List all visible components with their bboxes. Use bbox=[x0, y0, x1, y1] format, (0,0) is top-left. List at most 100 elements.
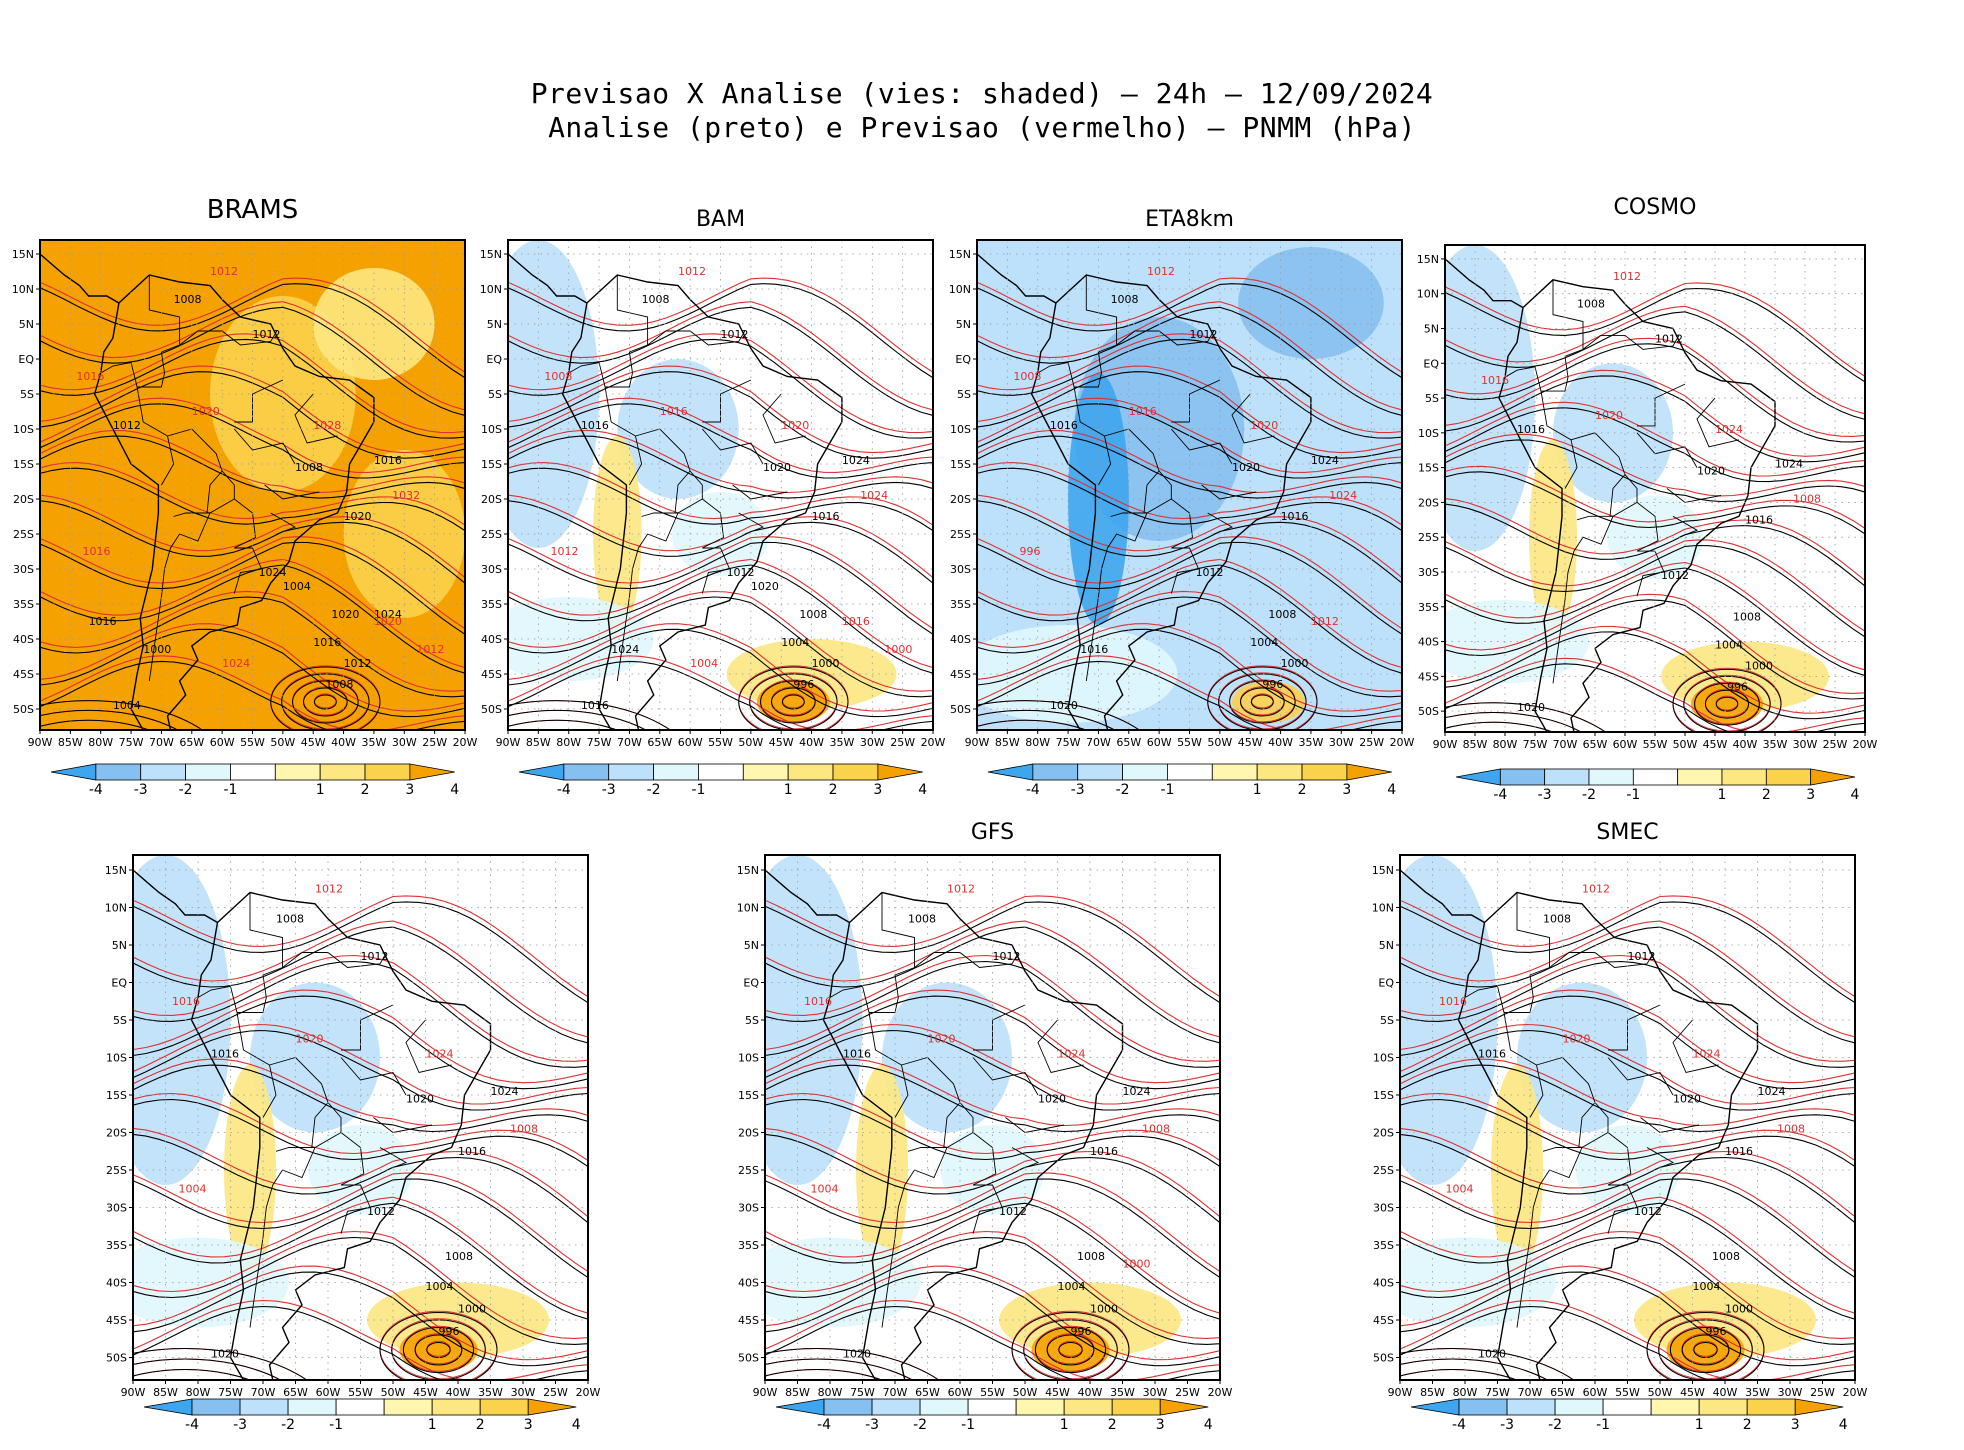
contour-label-analysis: 1004 bbox=[1715, 639, 1743, 652]
lat-tick-label: 50S bbox=[1418, 705, 1439, 718]
colorbar-arrow-high bbox=[878, 764, 923, 780]
lon-tick-label: 75W bbox=[119, 736, 144, 749]
lon-tick-label: 50W bbox=[1207, 736, 1232, 749]
colorbar-label: 1 bbox=[428, 1417, 437, 1433]
lat-tick-label: 25S bbox=[1373, 1164, 1394, 1177]
panel-title: COSMO bbox=[1445, 195, 1865, 220]
contour-label-analysis: 1004 bbox=[781, 636, 809, 649]
contour-label-analysis: 1012 bbox=[1196, 566, 1224, 579]
contour-label-analysis: 1016 bbox=[374, 454, 402, 467]
colorbar-arrow-high bbox=[529, 1399, 577, 1415]
lat-tick-label: 50S bbox=[738, 1352, 759, 1365]
contour-label-analysis: 996 bbox=[1071, 1325, 1092, 1338]
colorbar-segment bbox=[230, 764, 275, 780]
lon-tick-label: 80W bbox=[88, 736, 113, 749]
contour-label-analysis: 1000 bbox=[458, 1303, 486, 1316]
lon-tick-label: 80W bbox=[1493, 738, 1518, 751]
colorbar-arrow-low bbox=[519, 764, 564, 780]
colorbar-label: 3 bbox=[1791, 1417, 1800, 1433]
lat-tick-label: 20S bbox=[481, 493, 502, 506]
contour-label-analysis: 1024 bbox=[842, 454, 870, 467]
lat-tick-label: EQ bbox=[1423, 357, 1439, 370]
lat-tick-label: 10S bbox=[738, 1052, 759, 1065]
lat-tick-label: 15N bbox=[737, 864, 759, 877]
contour-label-analysis: 996 bbox=[793, 678, 814, 691]
lat-tick-label: 45S bbox=[13, 668, 34, 681]
lon-tick-label: 90W bbox=[28, 736, 53, 749]
contour-label-analysis: 1016 bbox=[1050, 419, 1078, 432]
lat-tick-label: 20S bbox=[1373, 1127, 1394, 1140]
lat-tick-label: 15S bbox=[1373, 1089, 1394, 1102]
colorbar-label: -4 bbox=[1026, 782, 1040, 798]
contour-label-forecast: 1008 bbox=[1777, 1123, 1805, 1136]
contour-label-forecast: 1024 bbox=[1058, 1048, 1086, 1061]
colorbar-segment bbox=[95, 764, 140, 780]
colorbar-segment bbox=[1122, 764, 1167, 780]
colorbar-segment bbox=[1459, 1399, 1507, 1415]
colorbar-segment bbox=[1077, 764, 1122, 780]
lat-tick-label: 15N bbox=[105, 864, 127, 877]
contour-label-analysis: 1004 bbox=[113, 699, 141, 712]
panel-title: GFS bbox=[765, 820, 1220, 845]
lat-tick-label: 45S bbox=[1373, 1314, 1394, 1327]
lon-tick-label: 65W bbox=[179, 736, 204, 749]
lon-tick-label: 55W bbox=[240, 736, 265, 749]
contour-label-analysis: 1012 bbox=[993, 950, 1021, 963]
lon-tick-label: 50W bbox=[738, 736, 763, 749]
colorbar-label: 4 bbox=[572, 1417, 581, 1433]
contour-label-analysis: 1004 bbox=[283, 580, 311, 593]
lat-tick-label: 5N bbox=[956, 318, 971, 331]
colorbar-segment bbox=[920, 1399, 968, 1415]
contour-label-analysis: 1012 bbox=[999, 1205, 1027, 1218]
contour-label-analysis: 1016 bbox=[581, 699, 609, 712]
colorbar-label: -1 bbox=[1597, 1417, 1611, 1433]
lon-tick-label: 75W bbox=[1056, 736, 1081, 749]
contour-label-analysis: 1012 bbox=[361, 950, 389, 963]
lon-tick-label: 35W bbox=[361, 736, 386, 749]
contour-label-forecast: 1016 bbox=[83, 545, 111, 558]
colorbar-arrow-high bbox=[1796, 1399, 1844, 1415]
lon-tick-label: 50W bbox=[1673, 738, 1698, 751]
colorbar-label: -2 bbox=[646, 782, 660, 798]
contour-label-analysis: 1020 bbox=[1232, 461, 1260, 474]
colorbar-segment bbox=[833, 764, 878, 780]
colorbar-segment bbox=[481, 1399, 529, 1415]
contour-label-analysis: 1008 bbox=[174, 293, 202, 306]
contour-label-forecast: 1012 bbox=[315, 883, 343, 896]
contour-label-analysis: 1020 bbox=[1478, 1348, 1506, 1361]
contour-label-analysis: 1000 bbox=[1090, 1303, 1118, 1316]
lat-tick-label: 5N bbox=[744, 939, 759, 952]
colorbar-label: 2 bbox=[1108, 1417, 1117, 1433]
lon-tick-label: 55W bbox=[708, 736, 733, 749]
bias-patch bbox=[672, 492, 769, 576]
lat-tick-label: 35S bbox=[1418, 601, 1439, 614]
contour-label-analysis: 1016 bbox=[89, 615, 117, 628]
lat-tick-label: EQ bbox=[1378, 977, 1394, 990]
colorbar-segment bbox=[653, 764, 698, 780]
colorbar-arrow-low bbox=[1456, 769, 1500, 785]
contour-label-forecast: 1016 bbox=[660, 405, 688, 418]
contour-label-forecast: 1012 bbox=[1582, 883, 1610, 896]
colorbar-label: 4 bbox=[1850, 787, 1859, 803]
lat-tick-label: 10N bbox=[1417, 288, 1439, 301]
colorbar-label: -4 bbox=[1493, 787, 1507, 803]
contour-label-analysis: 1024 bbox=[259, 566, 287, 579]
lat-tick-label: 35S bbox=[738, 1239, 759, 1252]
bias-patch bbox=[1238, 247, 1384, 359]
colorbar-segment bbox=[1507, 1399, 1555, 1415]
map-panel: 1008101210121008101610201024102010161012… bbox=[0, 230, 480, 800]
colorbar-label: 2 bbox=[1297, 782, 1306, 798]
lon-tick-label: 70W bbox=[149, 736, 174, 749]
contour-label-analysis: 1020 bbox=[751, 580, 779, 593]
colorbar-segment bbox=[1257, 764, 1302, 780]
colorbar-label: -3 bbox=[601, 782, 615, 798]
contour-label-analysis: 996 bbox=[1706, 1325, 1727, 1338]
colorbar-segment bbox=[336, 1399, 384, 1415]
lat-tick-label: 15S bbox=[1418, 462, 1439, 475]
colorbar-segment bbox=[385, 1399, 433, 1415]
contour-label-forecast: 1020 bbox=[1563, 1033, 1591, 1046]
lat-tick-label: 20S bbox=[13, 493, 34, 506]
contour-label-analysis: 1008 bbox=[908, 913, 936, 926]
